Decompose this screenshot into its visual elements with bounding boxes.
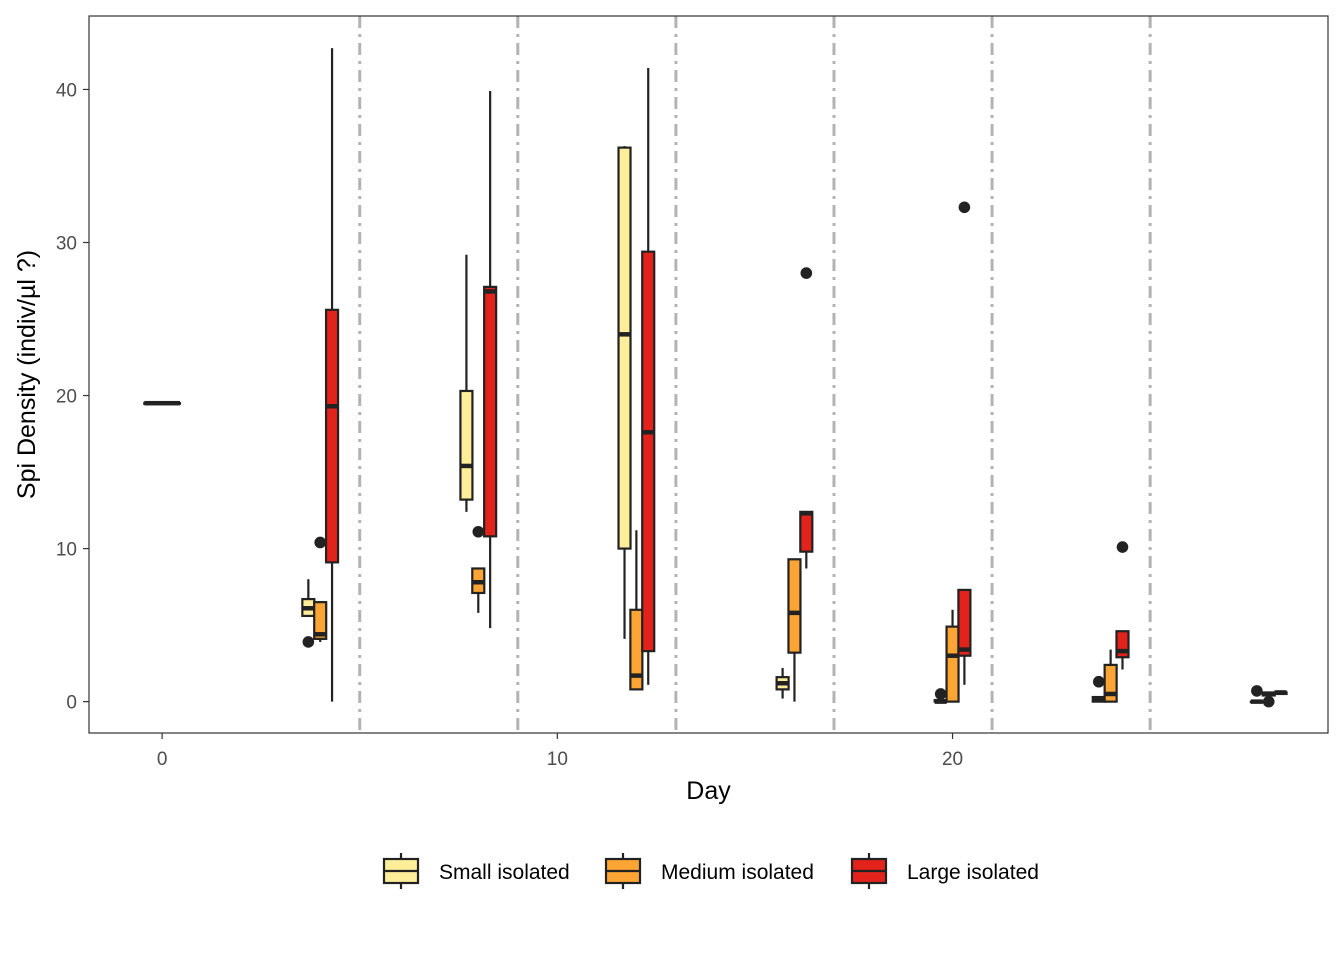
y-tick-label-20: 20 xyxy=(56,387,77,408)
outlier-point xyxy=(314,536,327,549)
box-series xyxy=(143,48,1288,708)
legend-label-medium-isolated: Medium isolated xyxy=(661,861,814,884)
outlier-point xyxy=(472,525,485,538)
box-medium-isolated-day-20 xyxy=(945,609,960,703)
box-medium-isolated-day-12 xyxy=(629,530,644,691)
box-body xyxy=(459,389,474,501)
outlier-point xyxy=(1262,695,1275,708)
y-tick-label-0: 0 xyxy=(66,693,77,714)
outlier-point xyxy=(1116,541,1129,553)
box-large-isolated-day-24 xyxy=(1115,541,1130,670)
box-medium-isolated-day-28 xyxy=(1261,691,1276,708)
box-large-isolated-day-8 xyxy=(483,90,498,629)
legend-item-large-isolated: Large isolated xyxy=(850,853,1039,889)
box-medium-isolated-day-8 xyxy=(471,525,486,613)
box-small-isolated-day-20 xyxy=(933,688,948,704)
box-body xyxy=(957,588,972,657)
y-tick-label-10: 10 xyxy=(56,540,77,561)
x-tick-label-20: 20 xyxy=(942,749,963,770)
box-medium-isolated-day-16 xyxy=(787,558,802,702)
outlier-point xyxy=(800,267,813,279)
outlier-point xyxy=(302,636,315,648)
vertical-reference-lines xyxy=(358,16,1152,733)
outlier-point xyxy=(934,688,947,700)
y-axis-title: Spi Density (indiv/µl ?) xyxy=(13,250,41,499)
box-large-isolated-day-20 xyxy=(957,201,972,685)
legend-label-small-isolated: Small isolated xyxy=(439,861,570,884)
legend-item-small-isolated: Small isolated xyxy=(382,853,570,889)
plot-panel-border xyxy=(88,15,1329,734)
box-body xyxy=(483,285,498,538)
box-small-isolated-day-12 xyxy=(617,146,632,639)
box-medium-isolated-day-4 xyxy=(313,536,328,642)
outlier-point xyxy=(1251,685,1263,697)
box-body xyxy=(787,558,802,654)
y-tick-label-40: 40 xyxy=(56,80,77,101)
box-small-isolated-day-0 xyxy=(143,400,158,406)
box-small-isolated-day-28 xyxy=(1249,685,1264,704)
outlier-point xyxy=(958,201,971,214)
x-tick-label-0: 0 xyxy=(157,749,168,770)
legend-item-medium-isolated: Medium isolated xyxy=(604,853,814,889)
box-body xyxy=(617,146,632,550)
box-body xyxy=(945,625,960,703)
box-small-isolated-day-4 xyxy=(301,579,316,648)
box-medium-isolated-day-24 xyxy=(1103,649,1118,703)
box-small-isolated-day-24 xyxy=(1091,675,1106,703)
box-large-isolated-day-12 xyxy=(641,68,656,685)
box-large-isolated-day-28 xyxy=(1273,690,1288,696)
box-large-isolated-day-0 xyxy=(166,400,182,406)
box-large-isolated-day-4 xyxy=(324,48,340,702)
box-small-isolated-day-8 xyxy=(459,254,474,512)
box-body xyxy=(641,250,656,653)
box-large-isolated-day-16 xyxy=(799,267,814,569)
y-tick-label-30: 30 xyxy=(56,234,77,255)
x-axis-ticks: 0 10 20 xyxy=(157,733,963,770)
legend: Small isolated Medium isolated Large isola… xyxy=(382,853,1039,889)
box-small-isolated-day-16 xyxy=(775,667,790,699)
x-axis-title: Day xyxy=(686,777,731,805)
box-medium-isolated-day-0 xyxy=(155,400,170,406)
x-tick-label-10: 10 xyxy=(547,749,568,770)
box-body xyxy=(799,510,814,553)
legend-label-large-isolated: Large isolated xyxy=(907,861,1039,884)
box-body xyxy=(313,601,328,640)
outlier-point xyxy=(1092,675,1105,688)
box-body xyxy=(324,308,340,564)
y-axis-ticks: 0 10 20 30 40 xyxy=(56,80,89,714)
